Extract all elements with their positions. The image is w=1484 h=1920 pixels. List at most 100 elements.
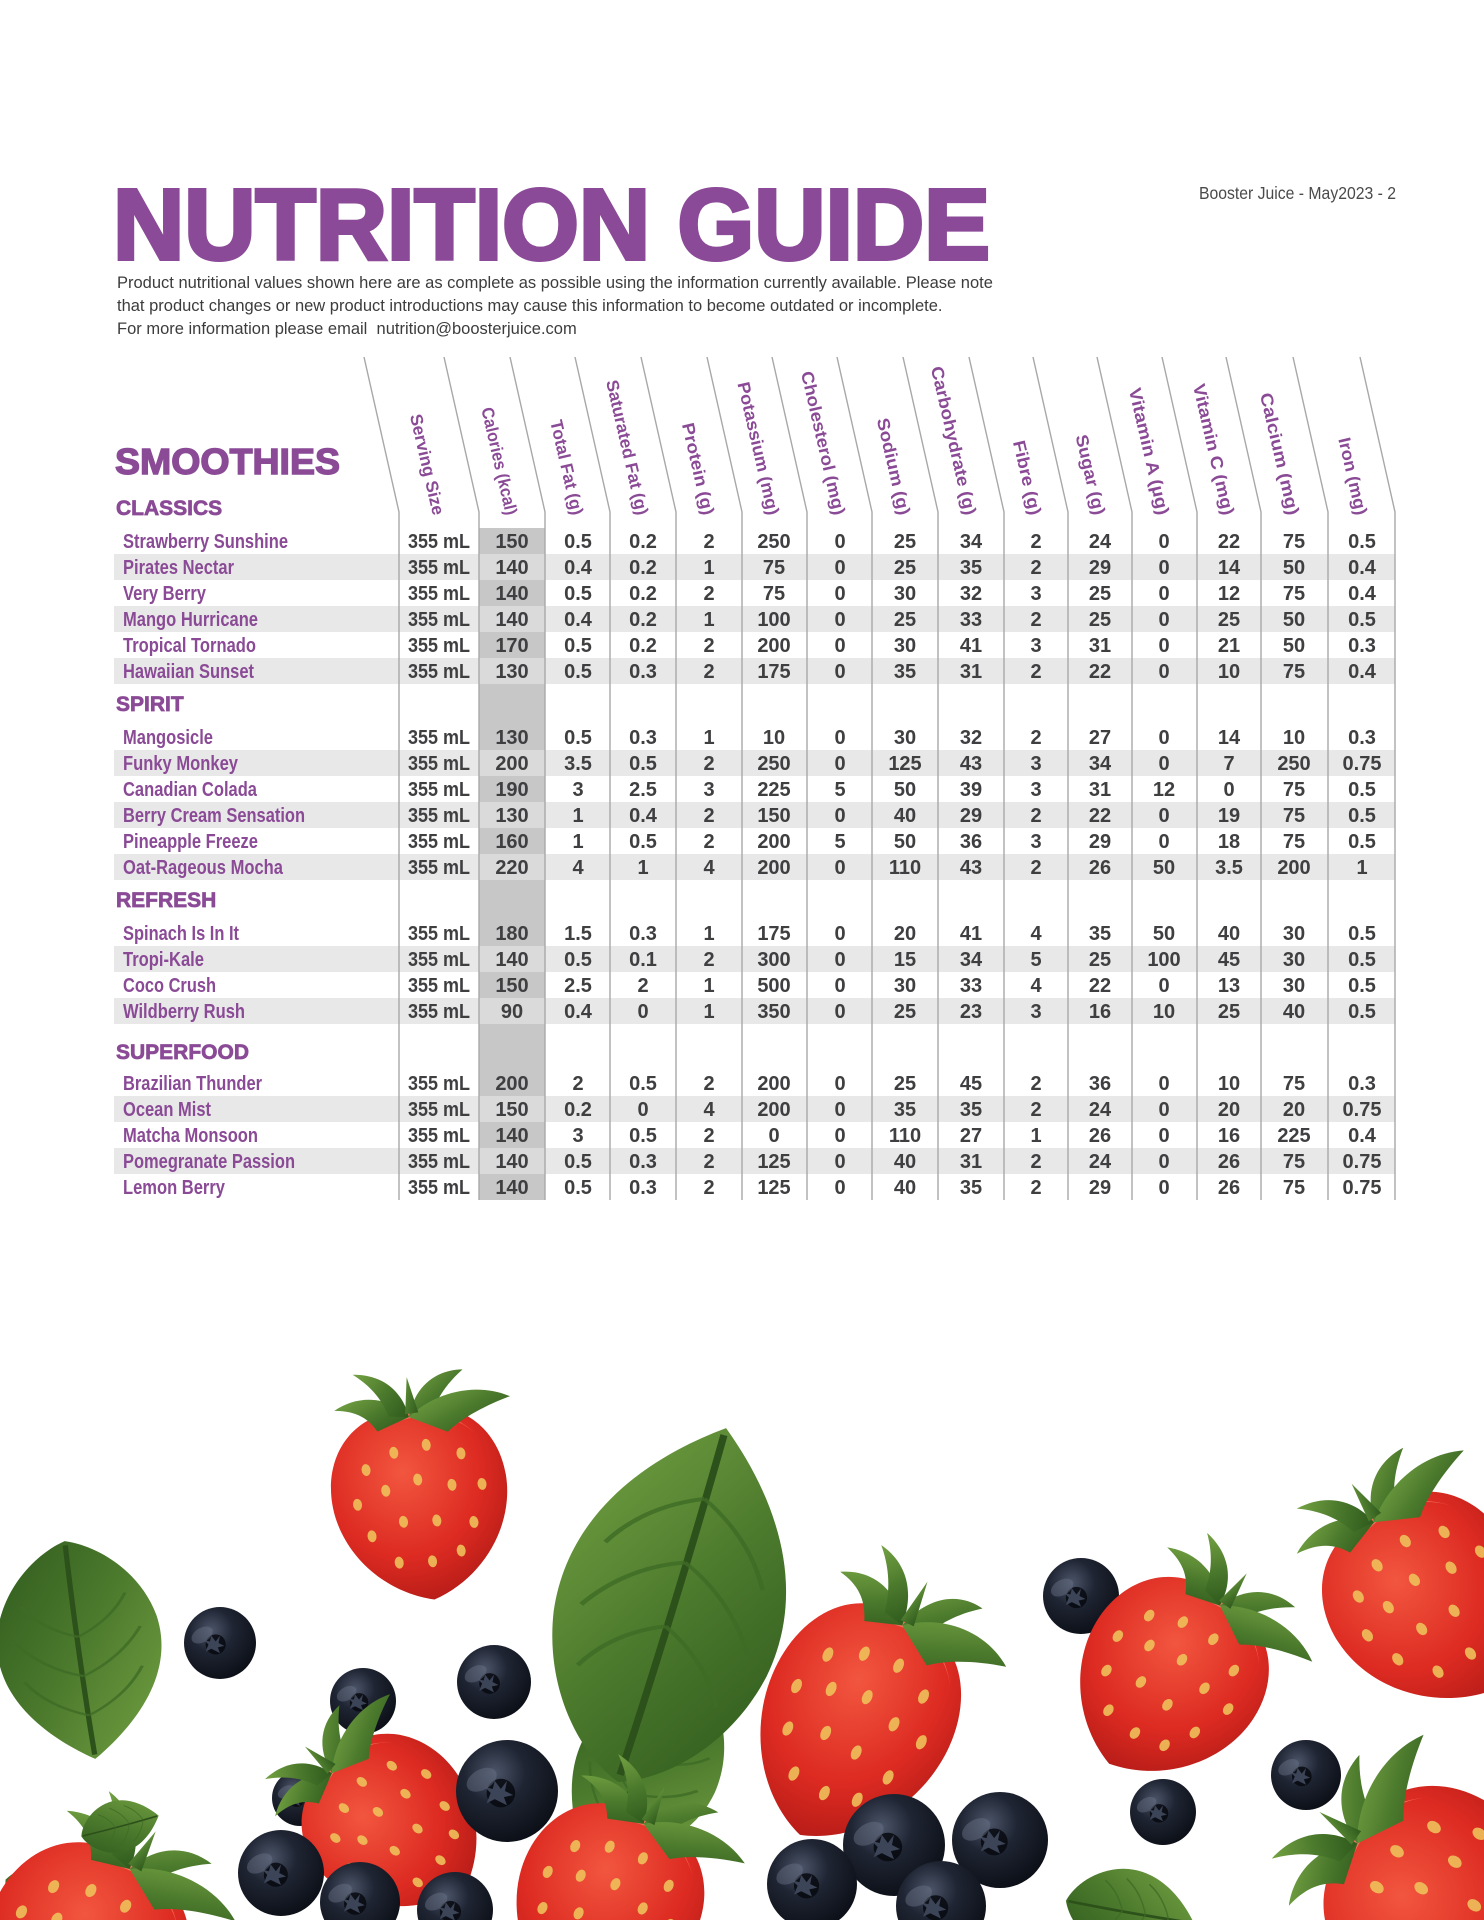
svg-text:100: 100 (757, 609, 790, 631)
svg-text:175: 175 (757, 923, 790, 945)
svg-text:0: 0 (834, 557, 845, 579)
svg-text:1: 1 (703, 923, 714, 945)
svg-text:300: 300 (757, 949, 790, 971)
svg-text:29: 29 (1089, 1177, 1111, 1199)
svg-text:0: 0 (834, 1125, 845, 1147)
svg-text:25: 25 (1089, 583, 1111, 605)
svg-text:12: 12 (1218, 583, 1240, 605)
svg-text:355 mL: 355 mL (408, 635, 470, 657)
svg-text:Matcha Monsoon: Matcha Monsoon (123, 1125, 258, 1147)
svg-text:0: 0 (834, 1073, 845, 1095)
svg-text:0.5: 0.5 (1348, 609, 1376, 631)
svg-text:75: 75 (1283, 531, 1305, 553)
svg-text:0: 0 (834, 661, 845, 683)
svg-text:Saturated Fat (g): Saturated Fat (g) (602, 378, 653, 517)
svg-text:32: 32 (960, 583, 982, 605)
svg-text:5: 5 (834, 779, 845, 801)
svg-text:0.5: 0.5 (629, 1125, 657, 1147)
svg-text:REFRESH: REFRESH (116, 889, 216, 912)
svg-text:355 mL: 355 mL (408, 753, 470, 775)
svg-text:0.5: 0.5 (1348, 805, 1376, 827)
svg-text:1: 1 (1030, 1125, 1041, 1147)
svg-text:75: 75 (763, 583, 785, 605)
svg-text:2: 2 (1030, 1099, 1041, 1121)
svg-text:0: 0 (834, 857, 845, 879)
svg-text:4: 4 (703, 1099, 715, 1121)
svg-text:355 mL: 355 mL (408, 1177, 470, 1199)
svg-text:355 mL: 355 mL (408, 531, 470, 553)
svg-text:0: 0 (1158, 975, 1169, 997)
svg-text:Brazilian Thunder: Brazilian Thunder (123, 1073, 262, 1095)
svg-text:50: 50 (1283, 635, 1305, 657)
svg-text:Tropical Tornado: Tropical Tornado (123, 635, 256, 657)
svg-text:CLASSICS: CLASSICS (116, 497, 222, 520)
svg-text:41: 41 (960, 635, 982, 657)
svg-text:50: 50 (894, 779, 916, 801)
svg-text:200: 200 (757, 831, 790, 853)
svg-text:125: 125 (888, 753, 921, 775)
svg-text:355 mL: 355 mL (408, 557, 470, 579)
svg-text:0.5: 0.5 (629, 753, 657, 775)
svg-text:Canadian Colada: Canadian Colada (123, 779, 258, 801)
svg-text:1: 1 (703, 1001, 714, 1023)
svg-text:0.5: 0.5 (1348, 923, 1376, 945)
svg-text:25: 25 (1089, 949, 1111, 971)
svg-text:75: 75 (1283, 661, 1305, 683)
svg-text:140: 140 (495, 949, 528, 971)
svg-text:30: 30 (1283, 949, 1305, 971)
svg-text:Strawberry Sunshine: Strawberry Sunshine (123, 531, 288, 553)
svg-text:0: 0 (1158, 1151, 1169, 1173)
svg-text:160: 160 (495, 831, 528, 853)
svg-text:4: 4 (1030, 923, 1042, 945)
svg-text:225: 225 (1277, 1125, 1310, 1147)
svg-text:2.5: 2.5 (629, 779, 657, 801)
svg-text:0.2: 0.2 (629, 583, 657, 605)
svg-text:75: 75 (763, 557, 785, 579)
svg-text:150: 150 (495, 1099, 528, 1121)
svg-text:33: 33 (960, 609, 982, 631)
svg-text:250: 250 (1277, 753, 1310, 775)
svg-text:180: 180 (495, 923, 528, 945)
svg-text:50: 50 (1283, 609, 1305, 631)
svg-text:SPIRIT: SPIRIT (116, 693, 184, 716)
svg-text:0.5: 0.5 (564, 661, 592, 683)
svg-text:Booster Juice - May2023 - 2: Booster Juice - May2023 - 2 (1199, 183, 1396, 203)
svg-text:22: 22 (1218, 531, 1240, 553)
svg-text:1: 1 (703, 727, 714, 749)
svg-text:Lemon Berry: Lemon Berry (123, 1177, 226, 1199)
svg-text:0.3: 0.3 (1348, 635, 1376, 657)
svg-text:0.4: 0.4 (564, 1001, 593, 1023)
svg-text:0: 0 (637, 1001, 648, 1023)
svg-text:0: 0 (834, 805, 845, 827)
svg-text:350: 350 (757, 1001, 790, 1023)
svg-text:75: 75 (1283, 583, 1305, 605)
svg-text:16: 16 (1218, 1125, 1240, 1147)
svg-text:0.5: 0.5 (629, 831, 657, 853)
svg-text:Calories (kcal): Calories (kcal) (477, 405, 521, 517)
svg-text:0: 0 (1158, 661, 1169, 683)
svg-text:355 mL: 355 mL (408, 1125, 470, 1147)
svg-text:that product changes or new pr: that product changes or new product intr… (117, 297, 942, 315)
svg-text:2: 2 (1030, 1073, 1041, 1095)
svg-text:75: 75 (1283, 1073, 1305, 1095)
svg-text:2: 2 (572, 1073, 583, 1095)
svg-text:10: 10 (1153, 1001, 1175, 1023)
svg-text:41: 41 (960, 923, 982, 945)
svg-text:0.4: 0.4 (629, 805, 658, 827)
svg-text:5: 5 (834, 831, 845, 853)
svg-text:3.5: 3.5 (1215, 857, 1243, 879)
svg-text:35: 35 (960, 557, 982, 579)
svg-text:30: 30 (894, 975, 916, 997)
svg-text:355 mL: 355 mL (408, 583, 470, 605)
svg-text:24: 24 (1089, 531, 1112, 553)
svg-text:31: 31 (960, 1151, 982, 1173)
svg-text:Tropi-Kale: Tropi-Kale (123, 949, 204, 971)
svg-text:2: 2 (703, 1177, 714, 1199)
svg-text:2: 2 (703, 949, 714, 971)
svg-text:20: 20 (1283, 1099, 1305, 1121)
svg-text:43: 43 (960, 857, 982, 879)
svg-text:2: 2 (703, 661, 714, 683)
svg-text:150: 150 (495, 975, 528, 997)
svg-text:29: 29 (1089, 557, 1111, 579)
svg-text:0: 0 (768, 1125, 779, 1147)
